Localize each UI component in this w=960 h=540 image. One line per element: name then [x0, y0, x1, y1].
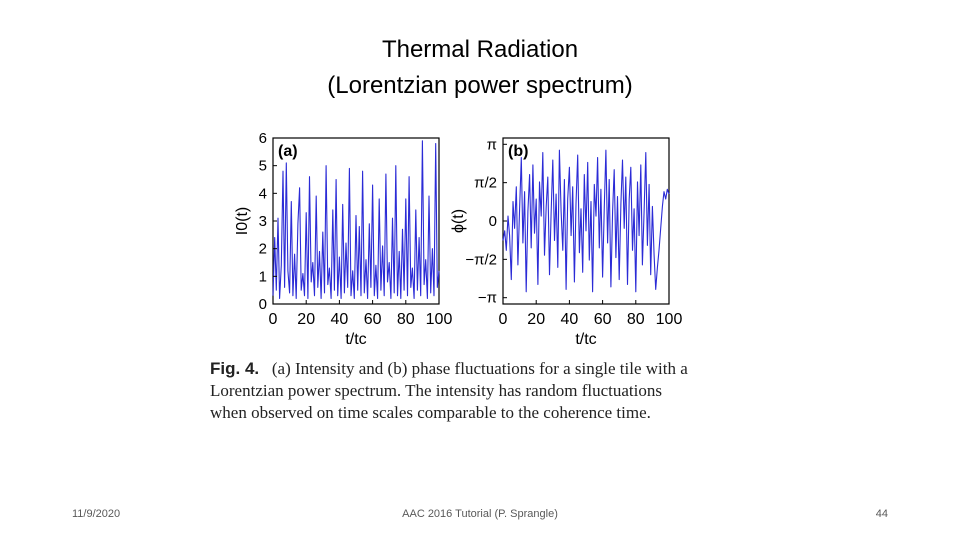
panel-b-xtick-label: 100	[656, 311, 683, 328]
panel-b-series-line	[502, 149, 670, 293]
panel-a-ylabel: I0(t)	[234, 207, 251, 235]
panel-a-plot: 0 20 40 60 80 100 0 1 2 3 4 5 6 (a) I0(t) t/tc	[234, 130, 452, 348]
panel-a-label: (a)	[278, 143, 298, 160]
panel-a-xtick-label: 100	[426, 311, 453, 328]
slide-title: Thermal Radiation (Lorentzian power spec…	[0, 32, 960, 104]
panel-a-xtick-label: 40	[331, 311, 349, 328]
panel-b-ytick-label: 0	[489, 213, 497, 230]
panel-a-xtick-label: 20	[297, 311, 315, 328]
panel-b-ytick-label: π/2	[474, 175, 497, 192]
footer-date: 11/9/2020	[72, 508, 121, 520]
panel-b-ylabel: ϕ(t)	[450, 209, 467, 233]
panel-b-label: (b)	[508, 143, 528, 160]
figure-caption: Fig. 4. (a) Intensity and (b) phase fluc…	[210, 358, 730, 424]
panel-a-ytick-label: 3	[259, 213, 267, 230]
caption-line-3: when observed on time scales comparable …	[210, 403, 651, 422]
panel-a-ytick-label: 2	[259, 241, 267, 258]
footer-page-number: 44	[875, 508, 888, 520]
panel-a: 0 20 40 60 80 100 0 1 2 3 4 5 6 (a) I0(t) t/tc	[234, 130, 452, 348]
panel-a-xtick-label: 60	[364, 311, 382, 328]
title-line-1: Thermal Radiation	[381, 36, 579, 63]
panel-b-ytick-label: −π/2	[465, 251, 497, 268]
panel-b-xlabel: t/tc	[575, 331, 596, 348]
panel-b: 0 20 40 60 80 100 π π/2 0 −π/2 −π (b) ϕ(t) t/tc	[450, 136, 682, 348]
panel-b-ytick-label: π	[487, 136, 497, 153]
caption-line-1: (a) Intensity and (b) phase fluctuations…	[271, 359, 688, 378]
panel-b-xtick-label: 80	[627, 311, 645, 328]
figure: 0 20 40 60 80 100 0 1 2 3 4 5 6 (a) I0(t) t/tc 0 20 40 60 8…	[234, 130, 682, 348]
panel-a-ytick-label: 0	[259, 296, 267, 313]
panel-a-series-line	[272, 140, 440, 300]
panel-b-xtick-label: 40	[561, 311, 579, 328]
panel-a-ytick-label: 6	[259, 130, 267, 147]
panel-b-ytick-label: −π	[478, 290, 497, 307]
panel-a-ytick-label: 4	[259, 185, 267, 202]
panel-a-ytick-label: 5	[259, 158, 267, 175]
panel-a-xtick-label: 0	[269, 311, 278, 328]
panel-b-xtick-label: 60	[594, 311, 612, 328]
panel-b-xtick-label: 20	[527, 311, 545, 328]
panel-b-xtick-label: 0	[499, 311, 508, 328]
panel-b-plot: 0 20 40 60 80 100 π π/2 0 −π/2 −π (b) ϕ(t) t/tc	[450, 136, 682, 348]
footer-center: AAC 2016 Tutorial (P. Sprangle)	[402, 508, 558, 520]
panel-a-ytick-label: 1	[259, 268, 267, 285]
caption-line-2: Lorentzian power spectrum. The intensity…	[210, 381, 662, 400]
panel-a-xlabel: t/tc	[345, 331, 366, 348]
caption-label: Fig. 4.	[210, 359, 260, 378]
title-line-2: (Lorentzian power spectrum)	[327, 72, 633, 99]
panel-a-xtick-label: 80	[397, 311, 415, 328]
